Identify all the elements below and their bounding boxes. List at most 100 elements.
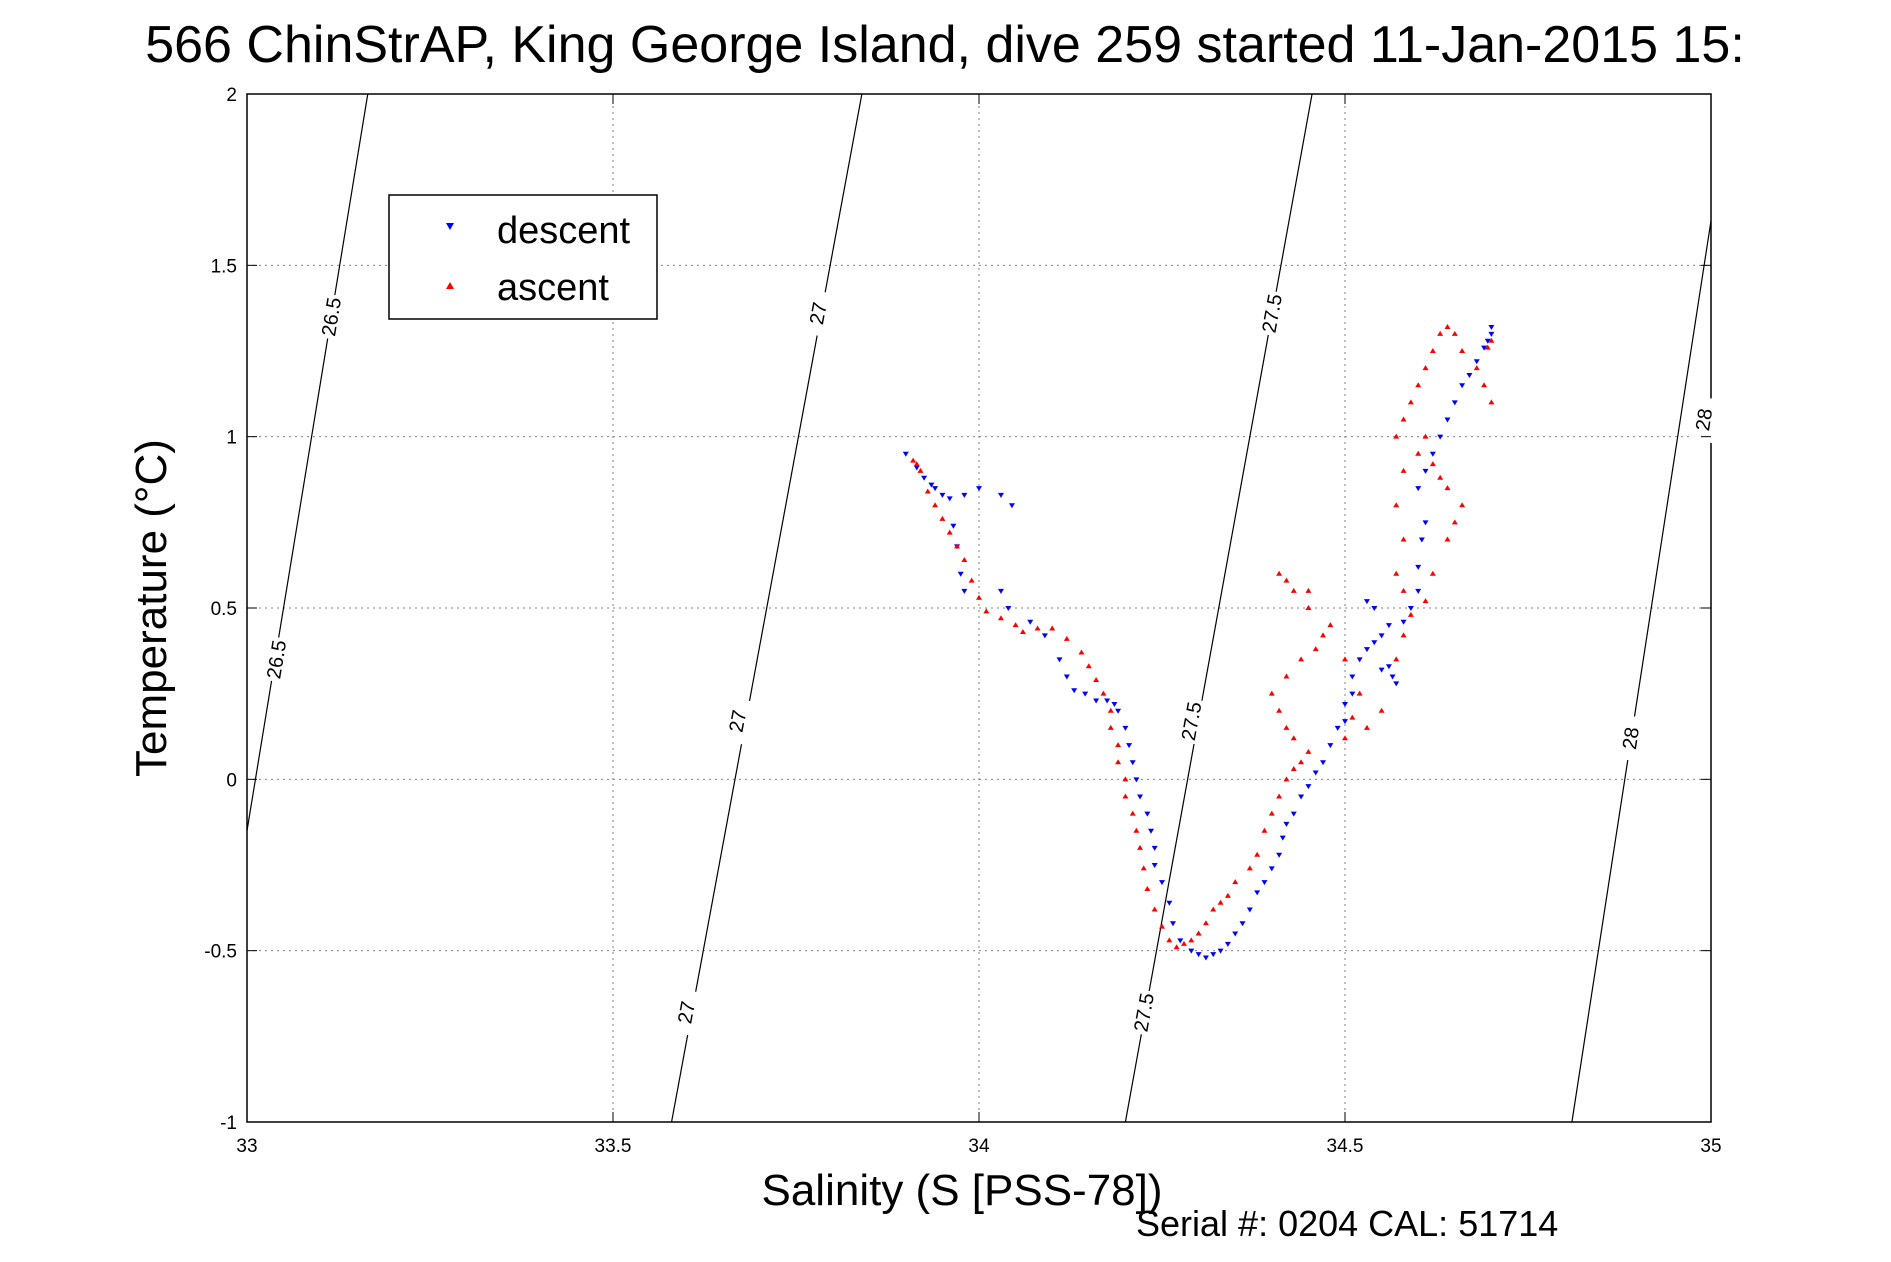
y-tick-label: 2 (226, 85, 237, 106)
x-tick-label: 33 (236, 1136, 257, 1157)
descent-point (1202, 955, 1209, 961)
descent-point (1349, 691, 1356, 697)
ascent-point (1356, 690, 1363, 696)
ascent-point (1488, 399, 1495, 405)
gridlines (247, 94, 1711, 1122)
ascent-point (976, 594, 982, 600)
descent-point (1246, 907, 1253, 913)
descent-point (1041, 633, 1048, 639)
ascent-point (1393, 570, 1400, 576)
descent-point (1122, 725, 1129, 731)
x-axis-label: Salinity (S [PSS-78]) (761, 1166, 1162, 1215)
descent-point (1232, 931, 1239, 937)
descent-point (913, 465, 920, 471)
axis-ticks: 33 33.5 34 34.5 35 -1 -0.5 0 0.5 1 1.5 2 (204, 85, 1721, 1157)
ascent-point (1290, 735, 1297, 741)
ascent-point (1459, 502, 1466, 508)
ascent-point (1063, 635, 1070, 641)
descent-point (1268, 866, 1275, 872)
ascent-point (1451, 330, 1458, 336)
x-tick-label: 35 (1700, 1136, 1721, 1157)
density-contour-label-bg (1175, 697, 1208, 745)
ascent-point (1019, 628, 1026, 634)
descent-point (1151, 863, 1158, 868)
ascent-point (1400, 587, 1407, 593)
descent-point (1239, 921, 1246, 927)
descent-point (1451, 400, 1458, 406)
density-contour-label: 27 (726, 708, 752, 734)
ascent-point (1437, 330, 1444, 336)
descent-point (946, 496, 953, 502)
descent-point (976, 486, 982, 492)
descent-point (957, 571, 964, 577)
descent-point (1129, 760, 1136, 766)
descent-point (1056, 657, 1063, 663)
ascent-point (954, 543, 961, 549)
descent-point (997, 588, 1004, 594)
ascent-point (1400, 632, 1407, 638)
descent-point (1356, 657, 1363, 663)
ascent-point (1415, 382, 1422, 388)
ascent-point (1305, 587, 1312, 593)
descent-point (932, 486, 939, 492)
ascent-point (1407, 611, 1414, 617)
y-tick-label: 0 (226, 770, 237, 791)
descent-point (1342, 701, 1348, 707)
ascent-point (1224, 892, 1231, 898)
descent-point (1279, 835, 1286, 841)
descent-point (902, 451, 909, 457)
ascent-point (1276, 707, 1283, 713)
descent-point (1393, 681, 1400, 687)
descent-point (1312, 770, 1319, 776)
ascent-point (1195, 930, 1202, 936)
descent-point (1349, 674, 1356, 680)
ascent-point (1488, 337, 1495, 343)
data-points (902, 324, 1495, 961)
ascent-point (1159, 923, 1165, 929)
ascent-point (1290, 587, 1297, 593)
footer-serial: Serial #: 0204 CAL: 51714 (1136, 1203, 1558, 1244)
ascent-point (946, 529, 953, 535)
descent-point (1005, 606, 1012, 611)
descent-point (1444, 417, 1451, 423)
ascent-point (1144, 885, 1151, 891)
density-contour-label: 27 (674, 1000, 700, 1026)
ascent-point (1115, 742, 1122, 748)
density-contour-label-bg (1688, 395, 1719, 444)
descent-point (1389, 674, 1396, 680)
ascent-point (1393, 656, 1400, 662)
descent-point (1422, 520, 1429, 526)
descent-point (1363, 599, 1370, 605)
ascent-point (1459, 348, 1466, 353)
density-contour-line (1571, 220, 1712, 1123)
y-tick-label: 0.5 (211, 599, 237, 620)
y-axis-label: Temperature (°C) (127, 439, 176, 777)
ascent-point (913, 461, 920, 467)
chart-title: 566 ChinStrAP, King George Island, dive … (145, 16, 1745, 74)
ascent-point (1217, 899, 1224, 905)
ascent-point (997, 615, 1004, 621)
ascent-point (910, 457, 917, 463)
descent-point (950, 523, 957, 529)
descent-point (1371, 640, 1378, 646)
descent-point (1378, 667, 1385, 673)
ascent-point (1349, 714, 1356, 720)
descent-point (1290, 811, 1297, 817)
ascent-point (1188, 937, 1195, 943)
ascent-point (1100, 690, 1107, 696)
descent-point (1169, 921, 1176, 927)
descent-point (1298, 794, 1305, 800)
ascent-point (1180, 940, 1187, 946)
y-tick-label: -1 (220, 1113, 237, 1134)
descent-point (1327, 743, 1334, 749)
descent-point (1115, 708, 1122, 714)
ascent-point (1393, 433, 1400, 439)
ascent-point (917, 467, 924, 473)
ascent-point (1312, 646, 1319, 652)
ascent-point (968, 577, 975, 583)
ascent-point (1484, 344, 1491, 350)
descent-point (1334, 725, 1341, 731)
ascent-point (1085, 663, 1092, 669)
